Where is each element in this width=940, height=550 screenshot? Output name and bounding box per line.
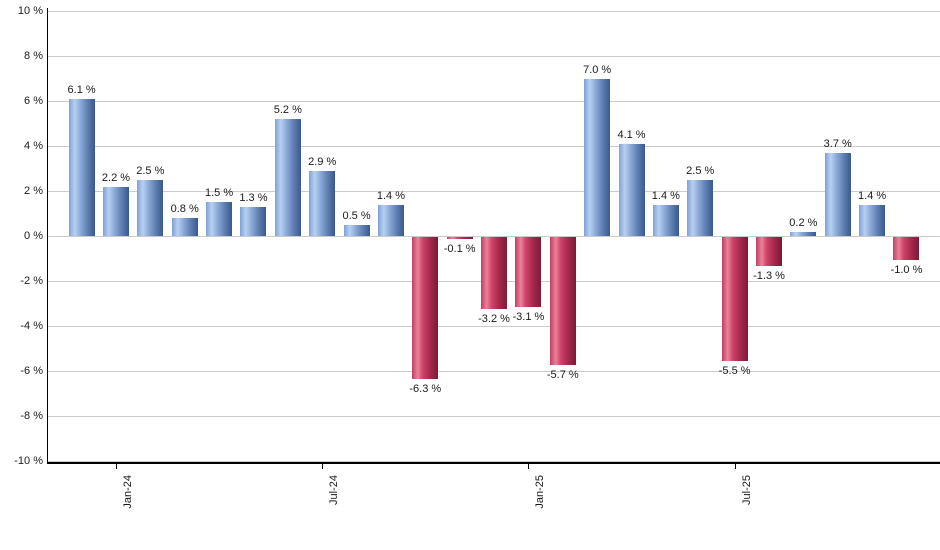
bar-value-label: -3.2 % (478, 313, 510, 325)
bar-Sep-24[interactable] (377, 204, 404, 236)
bar-value-label: 6.1 % (67, 83, 96, 96)
bar-Jan-24[interactable] (102, 186, 129, 236)
bar-value-label: 1.4 % (376, 189, 405, 202)
bar-value-label: 2.5 % (686, 164, 715, 177)
y-axis-tick-label: 6 % (24, 95, 43, 107)
bar-value-label: 5.2 % (273, 104, 302, 116)
bar-Dec-24[interactable] (481, 237, 508, 309)
bar-value-label: -0.1 % (443, 243, 476, 256)
gridline (48, 191, 940, 192)
bar-Oct-25[interactable] (824, 152, 851, 236)
bar-Aug-24[interactable] (343, 224, 370, 236)
bar-Mar-25[interactable] (584, 78, 611, 236)
bar-Nov-25[interactable] (859, 204, 886, 236)
bar-value-label: -5.7 % (546, 369, 579, 382)
bar-value-label: 0.8 % (170, 203, 199, 215)
x-axis-tick (322, 462, 324, 469)
bar-value-label: 7.0 % (583, 63, 612, 76)
bar-May-24[interactable] (240, 206, 267, 236)
bar-Sep-25[interactable] (790, 231, 817, 236)
y-axis-tick-label: 0 % (24, 230, 43, 242)
bar-Jun-24[interactable] (274, 119, 301, 236)
y-axis-tick-label: 4 % (24, 140, 43, 152)
bar-Jan-25[interactable] (515, 237, 542, 307)
bar-Feb-25[interactable] (549, 237, 576, 366)
bar-Dec-25[interactable] (893, 237, 920, 260)
y-axis-tick-label: -2 % (20, 275, 43, 287)
gridline (48, 236, 940, 237)
bar-value-label: 2.2 % (101, 171, 131, 184)
bar-Jul-25[interactable] (721, 237, 748, 361)
y-axis-tick-label: -4 % (20, 320, 43, 332)
x-axis-tick (528, 462, 530, 469)
y-axis-line (46, 8, 48, 464)
gridline (48, 326, 940, 327)
bar-value-label: 0.2 % (789, 216, 818, 229)
gridline (48, 101, 940, 102)
bar-Apr-25[interactable] (618, 143, 645, 236)
bar-Jun-25[interactable] (687, 179, 714, 236)
bar-value-label: 3.7 % (823, 137, 852, 150)
bar-Nov-24[interactable] (446, 237, 473, 240)
y-axis-tick-label: 10 % (17, 5, 43, 17)
gridline (48, 56, 940, 57)
gridline (48, 146, 940, 147)
bar-value-label: 1.3 % (239, 191, 268, 204)
bar-value-label: 1.5 % (205, 187, 234, 200)
bar-Dec-23[interactable] (68, 98, 95, 236)
y-axis-tick-label: -8 % (20, 410, 43, 422)
y-axis-tick-label: -10 % (14, 455, 43, 467)
bar-May-25[interactable] (652, 204, 679, 236)
x-axis-tick (115, 462, 117, 469)
gridline (48, 371, 940, 372)
bar-value-label: 1.4 % (651, 189, 680, 202)
y-axis-tick-label: -6 % (20, 365, 43, 377)
gridline (48, 11, 940, 12)
bar-value-label: 2.5 % (136, 164, 165, 177)
bar-Aug-25[interactable] (756, 237, 782, 267)
bar-value-label: -1.3 % (753, 270, 785, 283)
bar-value-label: -6.3 % (409, 382, 442, 395)
x-axis-tick (734, 462, 736, 469)
x-axis-line (46, 462, 940, 464)
bar-value-label: -3.1 % (512, 310, 545, 323)
bar-value-label: 2.9 % (308, 155, 337, 168)
x-axis-tick-label-text: Jul-25 (740, 475, 753, 505)
gridline (48, 416, 940, 417)
y-axis-tick-label: 2 % (24, 185, 43, 197)
bar-Apr-24[interactable] (206, 202, 233, 236)
bar-value-label: 1.4 % (858, 189, 887, 202)
x-axis-tick-label-text: Jan-25 (534, 475, 547, 509)
gridline (48, 461, 940, 462)
bar-Oct-24[interactable] (412, 237, 439, 379)
bar-value-label: -5.5 % (718, 364, 751, 377)
y-axis-tick-label: 8 % (24, 50, 43, 62)
x-axis-tick-label-text: Jan-24 (121, 475, 134, 509)
x-axis-tick-label-text: Jul-24 (328, 475, 341, 505)
bar-Mar-24[interactable] (171, 218, 198, 236)
bar-value-label: -1.0 % (890, 263, 923, 276)
bar-value-label: 4.1 % (617, 128, 646, 141)
bar-value-label: 0.5 % (342, 209, 371, 222)
bar-Jul-24[interactable] (309, 170, 336, 236)
bar-Feb-24[interactable] (137, 179, 164, 236)
